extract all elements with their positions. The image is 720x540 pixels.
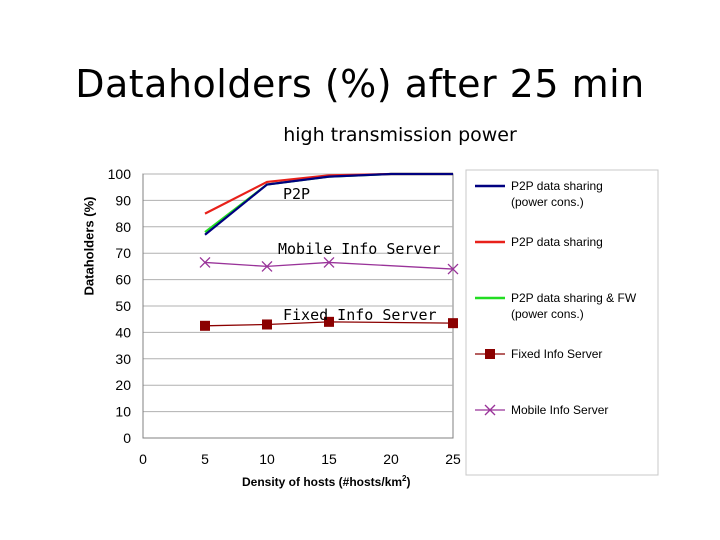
y-tick-label: 30 <box>115 351 131 367</box>
series-layer <box>199 172 459 331</box>
x-tick-label: 15 <box>321 451 337 467</box>
legend-label: (power cons.) <box>511 195 584 209</box>
legend-marker <box>484 404 496 416</box>
x-axis-label: Density of hosts (#hosts/km2) <box>242 474 410 489</box>
annotation-p2p: P2P <box>283 185 311 203</box>
legend-entry: P2P data sharing (power cons.) <box>475 179 603 209</box>
series-line <box>204 261 454 270</box>
y-tick-label: 20 <box>115 377 131 393</box>
slide-subtitle: high transmission power <box>283 124 517 146</box>
annotation-fixed-info-server: Fixed Info Server <box>283 306 437 324</box>
legend-label: P2P data sharing & FW <box>511 291 637 305</box>
y-tick-label: 50 <box>115 298 131 314</box>
legend-entry: Fixed Info Server <box>475 347 602 361</box>
legend-label: Mobile Info Server <box>511 403 608 417</box>
annotation-mobile-info-server: Mobile Info Server <box>278 240 441 258</box>
x-tick-label: 20 <box>383 451 399 467</box>
x-tick-labels: 0 5 10 15 20 25 <box>139 451 461 467</box>
data-point <box>448 318 458 329</box>
legend-label: P2P data sharing <box>511 179 603 193</box>
legend-entry: P2P data sharing & FW (power cons.) <box>475 291 637 321</box>
series-4 <box>199 256 459 275</box>
legend-marker <box>485 349 495 359</box>
legend-box <box>465 169 659 476</box>
legend-entry: P2P data sharing <box>475 235 603 249</box>
x-tick-label: 5 <box>201 451 209 467</box>
x-tick-label: 0 <box>139 451 147 467</box>
data-point <box>199 256 211 268</box>
legend-label: (power cons.) <box>511 307 584 321</box>
data-point <box>447 263 459 275</box>
series-line <box>204 172 453 236</box>
data-point <box>261 260 273 272</box>
x-axis-label-text: Density of hosts (#hosts/km <box>242 475 403 489</box>
x-tick-label: 25 <box>445 451 461 467</box>
y-tick-label: 80 <box>115 219 131 235</box>
legend: P2P data sharing(power cons.)P2P data sh… <box>475 179 637 417</box>
x-tick-label: 10 <box>259 451 275 467</box>
series-0 <box>204 172 453 236</box>
series-3 <box>200 316 458 331</box>
x-axis-label-superscript: 2 <box>402 474 407 483</box>
slide-title: Dataholders (%) after 25 min <box>75 62 645 106</box>
series-line <box>204 321 454 327</box>
x-axis-label-tail: ) <box>406 475 411 489</box>
y-tick-label: 90 <box>115 192 131 208</box>
y-axis-label: Dataholders (%) <box>81 196 97 296</box>
legend-label: P2P data sharing <box>511 235 603 249</box>
y-tick-label: 70 <box>115 245 131 261</box>
y-tick-label: 40 <box>115 324 131 340</box>
y-tick-label: 0 <box>123 430 131 446</box>
data-point <box>324 316 334 327</box>
legend-label: Fixed Info Server <box>511 347 602 361</box>
data-point <box>323 256 335 268</box>
y-tick-labels: 0 10 20 30 40 50 60 70 80 90 100 <box>108 166 132 446</box>
gridlines <box>143 173 453 413</box>
data-point <box>200 320 210 331</box>
data-point <box>262 319 272 330</box>
y-tick-label: 10 <box>115 404 131 420</box>
y-tick-label: 100 <box>108 166 132 182</box>
legend-entry: Mobile Info Server <box>475 403 608 417</box>
y-tick-label: 60 <box>115 272 131 288</box>
axes <box>142 174 453 439</box>
